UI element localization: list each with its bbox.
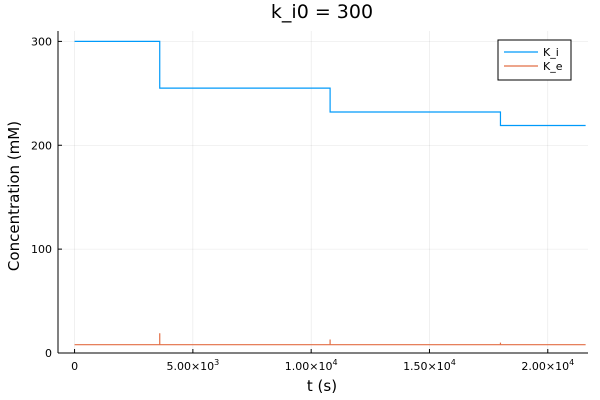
x-tick-label: 5.00×103 [166, 358, 219, 373]
x-ticks: 0 5.00×103 1.00×104 1.50×104 2.00×104 [71, 349, 574, 373]
x-tick-mantissa: 1.50×10 [403, 360, 451, 373]
x-tick-mantissa: 5.00×10 [166, 360, 214, 373]
series-line-k-i [74, 40, 586, 127]
y-tick-label: 300 [31, 35, 52, 48]
y-ticks: 0 100 200 300 [31, 35, 62, 360]
series-line-k-e [74, 333, 586, 346]
x-tick-exponent: 4 [451, 358, 456, 367]
x-tick-mantissa: 1.00×10 [285, 360, 333, 373]
series-lines [74, 40, 586, 346]
x-tick-mantissa: 0 [71, 360, 78, 373]
x-tick-label: 0 [71, 360, 78, 373]
x-axis-label: t (s) [307, 377, 337, 395]
x-tick-exponent: 4 [332, 358, 337, 367]
y-tick-label: 0 [45, 347, 52, 360]
x-tick-label: 2.00×104 [521, 358, 574, 373]
legend-label: K_e [543, 60, 563, 73]
x-tick-exponent: 3 [214, 358, 219, 367]
x-tick-label: 1.00×104 [285, 358, 338, 373]
y-tick-label: 100 [31, 243, 52, 256]
legend-label: K_i [543, 46, 559, 59]
chart-title: k_i0 = 300 [271, 1, 373, 23]
x-tick-exponent: 4 [569, 358, 574, 367]
legend-box [497, 39, 572, 81]
y-axis-label: Concentration (mM) [5, 121, 23, 271]
plot-frame [57, 31, 588, 354]
y-tick-label: 200 [31, 139, 52, 152]
x-tick-label: 1.50×104 [403, 358, 456, 373]
x-tick-mantissa: 2.00×10 [521, 360, 569, 373]
legend: K_iK_e [497, 39, 572, 81]
